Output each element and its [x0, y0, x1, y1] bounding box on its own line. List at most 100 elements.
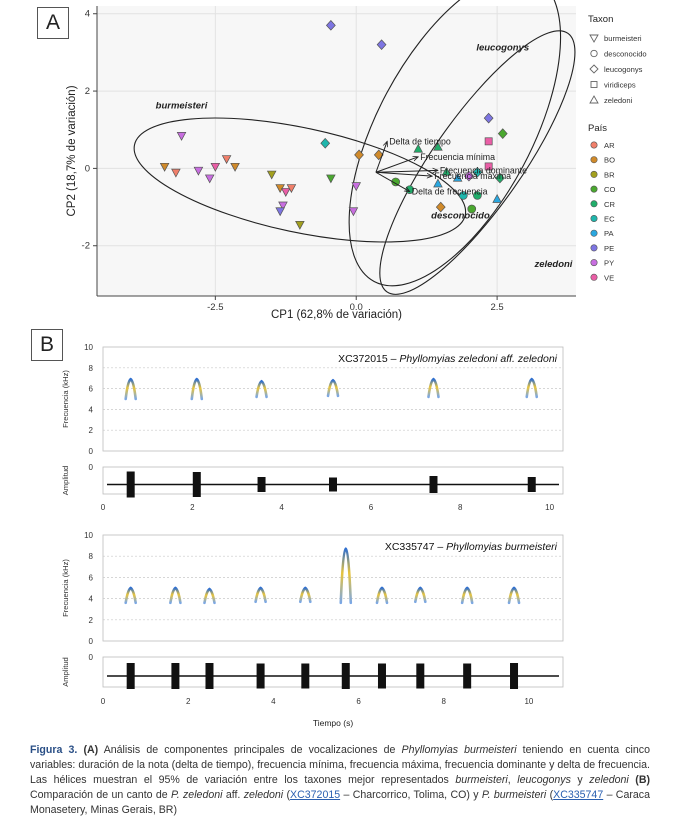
point-square: [484, 162, 493, 171]
song-note: [326, 378, 340, 398]
legend-swatch-BR: [590, 170, 598, 178]
freq-tick-label: 2: [89, 426, 94, 435]
title-separator: –: [434, 541, 446, 553]
species-name: Phyllomyias zeledoni aff. zeledoni: [399, 353, 557, 365]
amplitude-burst: [527, 477, 536, 492]
figure-caption: Figura 3. (A) Análisis de componentes pr…: [30, 743, 650, 818]
caption-text: aff.: [222, 789, 244, 801]
point-triangle-down: [204, 174, 215, 184]
point-triangle-down: [221, 155, 232, 165]
species-name: Phyllomyias burmeisteri: [446, 541, 558, 553]
freq-tick-label: 8: [89, 552, 94, 561]
ellipse-zeledoni: [379, 30, 576, 295]
legend-swatch-AR: [590, 141, 598, 149]
amplitude-burst: [329, 477, 337, 492]
amplitude-burst: [205, 663, 214, 689]
song-note: [460, 586, 474, 605]
time-tick-label: 6: [356, 697, 361, 706]
point-diamond: [483, 112, 494, 124]
legend-pais-entry: EC: [604, 215, 615, 224]
time-tick-label: 6: [369, 503, 374, 512]
time-tick-label: 8: [458, 503, 463, 512]
title-separator: –: [388, 353, 400, 365]
point-triangle-down: [348, 207, 359, 217]
legend-swatch-CR: [590, 200, 598, 208]
time-axis-label: Tiempo (s): [313, 718, 353, 728]
point-triangle-down: [193, 166, 204, 176]
xc335747-link[interactable]: XC335747: [553, 789, 604, 801]
song-note: [124, 586, 137, 605]
point-triangle-up: [433, 141, 443, 151]
amplitude-burst: [256, 663, 265, 689]
point-diamond: [472, 166, 483, 178]
recording-id: XC335747: [385, 541, 435, 553]
ellipse-leucogonys: [348, 0, 562, 287]
legend-symbol-diamond: [589, 64, 599, 74]
freq-tick-label: 4: [89, 595, 94, 604]
caption-text: ,: [507, 774, 518, 786]
point-triangle-down: [210, 162, 221, 172]
point-triangle-up: [452, 172, 463, 182]
loading-vector: [375, 141, 387, 173]
y-axis-label: CP2 (18,7% de variación): [66, 85, 78, 216]
amplitude-burst: [510, 663, 519, 689]
point-triangle-down: [230, 162, 240, 172]
point-triangle-up: [413, 143, 423, 153]
time-tick-label: 2: [186, 697, 191, 706]
loading-vector-label: Frecuencia dominante: [440, 165, 527, 175]
point-diamond: [464, 170, 474, 182]
x-tick-label: 2.5: [490, 302, 503, 313]
amplitude-burst: [192, 472, 201, 497]
panel-a-label: A: [37, 7, 69, 39]
pca-figure: -2.5 0.0 2.5 -2 0 2 4 CP1 (62,8% de variación) C…: [66, 0, 647, 321]
caption-part-a: (A): [83, 744, 99, 756]
freq-tick-label: 0: [89, 447, 94, 456]
caption-species: burmeisteri: [455, 774, 508, 786]
freq-tick-label: 0: [89, 637, 94, 646]
point-triangle-up: [492, 193, 502, 203]
legend-swatch-VE: [590, 273, 598, 281]
amplitude-burst: [377, 663, 386, 689]
point-triangle-down: [351, 182, 362, 192]
point-circle: [391, 177, 401, 187]
point-triangle-down: [275, 207, 285, 217]
legend-taxon-entry: viridiceps: [604, 81, 636, 90]
xc372015-link[interactable]: XC372015: [290, 789, 341, 801]
point-triangle-down: [326, 174, 336, 184]
legend-pais-entry: CR: [604, 200, 615, 209]
caption-species: zeledoni: [589, 774, 629, 786]
plot-background: [97, 6, 576, 296]
spectrogram-figure: 0 2 4 6 8 10 Frecuencia (kHz) XC372015 – Phyllo…: [61, 343, 564, 728]
song-note: [414, 586, 427, 604]
group-label-desconocido: desconocido: [431, 211, 490, 222]
caption-part-b: (B): [635, 774, 651, 786]
caption-species: leucogonys: [517, 774, 571, 786]
freq-tick-label: 6: [89, 385, 94, 394]
y-tick-label: 0: [85, 163, 90, 174]
freq-tick-label: 10: [84, 343, 93, 352]
time-tick-label: 4: [271, 697, 276, 706]
loading-vector-label: Delta de frecuencia: [412, 187, 488, 197]
point-triangle-up: [433, 178, 443, 188]
legend-swatch-PA: [590, 229, 598, 237]
legend-pais-entry: BO: [604, 156, 615, 165]
amplitude-burst: [463, 663, 472, 689]
caption-text: Comparación de un canto de: [30, 789, 172, 801]
point-diamond: [320, 137, 331, 149]
point-triangle-down: [286, 184, 297, 194]
legend-swatch-EC: [590, 215, 598, 223]
legend-swatch-PE: [590, 244, 598, 252]
time-tick-label: 8: [442, 697, 447, 706]
point-circle: [458, 191, 468, 200]
amplitude-burst: [171, 663, 180, 689]
spectrogram-title: XC335747 – Phyllomyias burmeisteri: [385, 541, 558, 553]
amplitude-burst: [301, 663, 310, 689]
caption-text: – Charcorrico, Tolima, CO) y: [340, 789, 482, 801]
amplitude-burst: [257, 477, 266, 492]
legend-swatch-BO: [590, 156, 598, 164]
caption-text: y: [570, 774, 590, 786]
song-note: [124, 377, 137, 401]
freq-tick-label: 8: [89, 364, 94, 373]
point-diamond: [325, 19, 336, 31]
legend-symbol-square: [590, 81, 598, 88]
